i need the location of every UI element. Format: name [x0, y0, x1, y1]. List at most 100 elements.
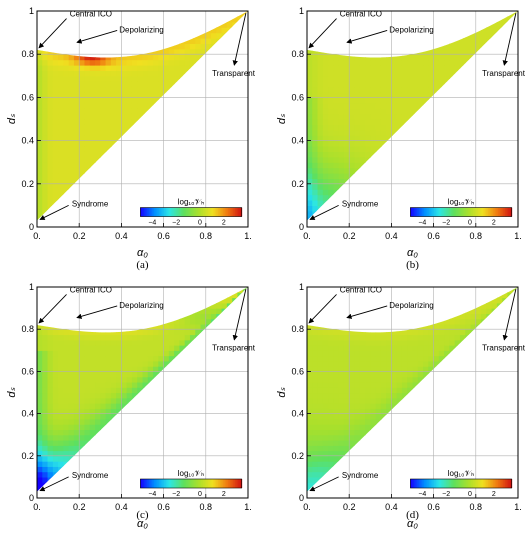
heatmap-cell [328, 113, 334, 120]
heatmap-cell [338, 350, 345, 357]
heatmap-cell [58, 75, 64, 82]
heatmap-cell [317, 397, 324, 404]
heatmap-cell [37, 450, 43, 457]
x-tick-label: 0.6 [157, 502, 170, 512]
heatmap-cell [391, 403, 398, 409]
heatmap-cell [417, 381, 424, 388]
heatmap-cell [407, 108, 414, 115]
heatmap-cell [73, 445, 80, 452]
heatmap-cell [84, 119, 91, 125]
heatmap-cell [375, 334, 382, 341]
heatmap-cell [42, 387, 49, 394]
heatmap-cell [417, 360, 424, 367]
heatmap-cell [396, 65, 403, 71]
heatmap-cell [317, 81, 324, 88]
heatmap-cell [42, 151, 49, 158]
heatmap-cell [174, 59, 181, 66]
heatmap-cell [174, 48, 181, 55]
heatmap-cell [226, 16, 233, 23]
heatmap-cell [63, 75, 70, 82]
heatmap-cell [189, 339, 196, 346]
heatmap-cell [42, 466, 49, 473]
heatmap-cell [322, 151, 329, 158]
heatmap-cell [465, 302, 472, 309]
heatmap-cell [89, 129, 96, 136]
colorbar-segment [170, 207, 173, 217]
heatmap-cell [328, 129, 334, 136]
colorbar-segment [464, 207, 467, 217]
colorbar-tick-label: −2 [442, 220, 450, 227]
heatmap-cell [100, 350, 107, 357]
heatmap-cell [100, 339, 107, 346]
heatmap-cell [116, 397, 122, 404]
heatmap-cell [438, 38, 445, 44]
heatmap-cell [142, 59, 149, 66]
colorbar-segment [152, 479, 155, 489]
heatmap-cell [365, 418, 371, 425]
heatmap-cell [317, 434, 324, 441]
heatmap-cell [47, 162, 54, 169]
heatmap-cell [375, 140, 382, 147]
heatmap-cell [58, 113, 64, 120]
heatmap-cell [37, 476, 43, 483]
heatmap-cell [459, 54, 466, 61]
heatmap-cell [333, 418, 340, 425]
heatmap-cell [47, 194, 54, 201]
heatmap-cell [428, 360, 435, 367]
heatmap-cell [396, 360, 403, 367]
heatmap-cell [433, 350, 440, 357]
heatmap-cell [37, 387, 43, 394]
heatmap-cell [428, 350, 435, 357]
colorbar-tick-label: 0 [468, 220, 472, 227]
heatmap-cell [52, 345, 59, 351]
heatmap-cell [312, 48, 319, 55]
heatmap-cell [433, 339, 440, 346]
heatmap-cell [163, 75, 170, 82]
heatmap-cell [58, 102, 64, 109]
heatmap-cell [328, 403, 334, 409]
colorbar-segment [425, 479, 428, 489]
heatmap-cell [126, 97, 133, 104]
colorbar-segment [148, 207, 152, 217]
heatmap-cell [47, 445, 54, 452]
heatmap-cell [47, 108, 54, 115]
heatmap-cell [354, 124, 361, 131]
heatmap-cell [312, 194, 319, 201]
heatmap-cell [89, 113, 96, 120]
heatmap-cell [370, 81, 377, 88]
heatmap-cell [95, 355, 101, 362]
heatmap-cell [496, 21, 503, 28]
heatmap-cell [459, 32, 466, 39]
heatmap-cell [37, 455, 43, 462]
annotation-label: Depolarizing [119, 301, 163, 310]
heatmap-cell [63, 124, 70, 131]
heatmap-cell [100, 408, 107, 415]
heatmap-cell [68, 140, 75, 147]
heatmap-cell [52, 429, 59, 436]
heatmap-cell [417, 54, 424, 61]
heatmap-cell [307, 387, 313, 394]
heatmap-cell [126, 355, 133, 362]
heatmap-cell [307, 461, 313, 467]
heatmap-cell [47, 339, 54, 346]
colorbar-segment [184, 479, 187, 489]
heatmap-cell [84, 151, 91, 158]
heatmap-cell [449, 59, 456, 66]
heatmap-cell [73, 86, 80, 93]
heatmap-cell [338, 59, 345, 66]
colorbar-segment [174, 207, 177, 217]
heatmap-cell [396, 48, 403, 55]
heatmap-cell [89, 350, 96, 357]
heatmap-cell [391, 113, 398, 120]
heatmap-cell [95, 360, 101, 367]
heatmap-cell [52, 48, 59, 55]
heatmap-cell [417, 59, 424, 66]
heatmap-cell [47, 350, 54, 357]
heatmap-cell [375, 403, 382, 409]
heatmap-cell [126, 124, 133, 131]
colorbar-segment [413, 479, 416, 489]
heatmap-cell [105, 86, 112, 93]
heatmap-cell [454, 54, 461, 61]
heatmap-cell [100, 135, 107, 142]
heatmap-cell [158, 323, 165, 330]
